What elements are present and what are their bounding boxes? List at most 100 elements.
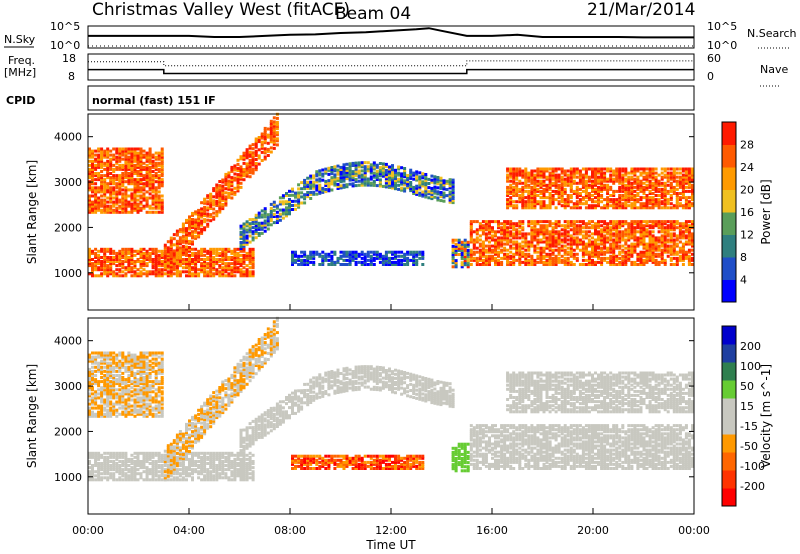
power-cell <box>624 183 628 187</box>
power-cell <box>185 247 188 251</box>
power-cell <box>133 270 137 274</box>
power-cell <box>366 183 370 187</box>
power-cell <box>557 240 561 244</box>
power-cell <box>503 236 507 240</box>
power-cell <box>569 246 573 250</box>
power-cell <box>506 226 510 230</box>
power-cell <box>221 274 225 278</box>
power-cell <box>285 194 288 197</box>
power-cell <box>560 240 564 244</box>
power-cell <box>294 199 297 203</box>
power-cell <box>506 189 510 193</box>
power-cell <box>151 174 155 178</box>
power-cell <box>400 180 404 184</box>
power-cell <box>627 171 631 175</box>
power-cell <box>624 254 628 258</box>
power-cell <box>360 250 364 254</box>
power-cell <box>657 252 661 256</box>
power-cell <box>539 230 543 234</box>
power-cell <box>521 220 525 224</box>
power-cell <box>315 250 319 254</box>
power-cell <box>660 256 664 260</box>
power-cell <box>318 252 322 256</box>
power-cell <box>172 255 176 259</box>
power-cell <box>297 191 301 195</box>
power-cell <box>627 192 631 195</box>
power-cell <box>142 272 146 276</box>
power-cell <box>663 189 667 193</box>
power-cell <box>645 220 649 224</box>
power-cell <box>263 126 267 130</box>
power-cell <box>560 244 564 248</box>
power-cell <box>494 250 497 254</box>
power-cell <box>133 184 137 188</box>
power-cell <box>488 236 491 240</box>
velocity-cell <box>103 460 107 463</box>
power-cell <box>572 224 576 228</box>
power-cell <box>536 228 540 232</box>
power-cell <box>657 173 661 177</box>
power-cell <box>533 187 537 191</box>
power-cell <box>651 252 655 256</box>
power-cell <box>669 189 673 193</box>
power-cell <box>587 230 591 234</box>
power-cell <box>566 177 570 181</box>
power-cell <box>157 174 161 178</box>
power-cell <box>381 162 385 166</box>
power-cell <box>687 240 691 244</box>
power-cell <box>330 170 334 174</box>
power-cell <box>587 238 591 242</box>
power-cell <box>563 260 567 264</box>
power-cell <box>285 192 288 195</box>
power-cell <box>151 161 155 165</box>
power-cell <box>97 253 101 257</box>
power-cell <box>130 196 134 200</box>
power-cell <box>121 157 125 161</box>
velocity-cell <box>91 453 94 457</box>
power-cell <box>269 213 273 217</box>
power-cell <box>578 202 582 206</box>
power-cell <box>660 258 664 262</box>
power-cell <box>306 195 310 199</box>
power-cell <box>88 151 91 155</box>
power-cell <box>215 183 219 187</box>
power-cell <box>587 252 591 256</box>
power-cell <box>521 171 525 175</box>
power-cell <box>603 171 607 175</box>
power-cell <box>627 222 631 226</box>
power-cell <box>597 224 600 228</box>
power-cell <box>545 254 549 258</box>
power-cell <box>612 248 616 252</box>
power-cell <box>163 258 167 261</box>
power-cell <box>600 167 604 171</box>
velocity-cell <box>97 457 101 461</box>
velocity-cell <box>91 455 94 459</box>
power-cell <box>233 253 237 257</box>
power-cell <box>639 187 643 191</box>
power-cell <box>88 176 91 180</box>
power-cell <box>285 202 288 206</box>
power-cell <box>133 153 137 157</box>
power-cell <box>687 179 691 183</box>
power-cell <box>160 155 164 159</box>
power-cell <box>618 222 622 226</box>
power-cell <box>388 183 391 187</box>
power-cell <box>469 240 473 244</box>
power-cell <box>303 258 307 262</box>
power-cell <box>209 260 213 263</box>
power-cell <box>145 258 149 261</box>
power-cell <box>230 184 234 188</box>
power-cell <box>630 222 634 226</box>
power-cell <box>209 272 213 276</box>
power-cell <box>91 182 94 186</box>
power-cell <box>369 181 373 185</box>
power-cell <box>618 187 622 191</box>
power-cell <box>584 167 588 171</box>
power-cell <box>278 214 282 218</box>
power-cell <box>691 256 694 260</box>
power-cell <box>615 246 619 250</box>
power-cell <box>109 186 113 190</box>
power-cell <box>360 263 364 266</box>
velocity-cell <box>106 472 110 476</box>
power-cell <box>378 256 382 260</box>
